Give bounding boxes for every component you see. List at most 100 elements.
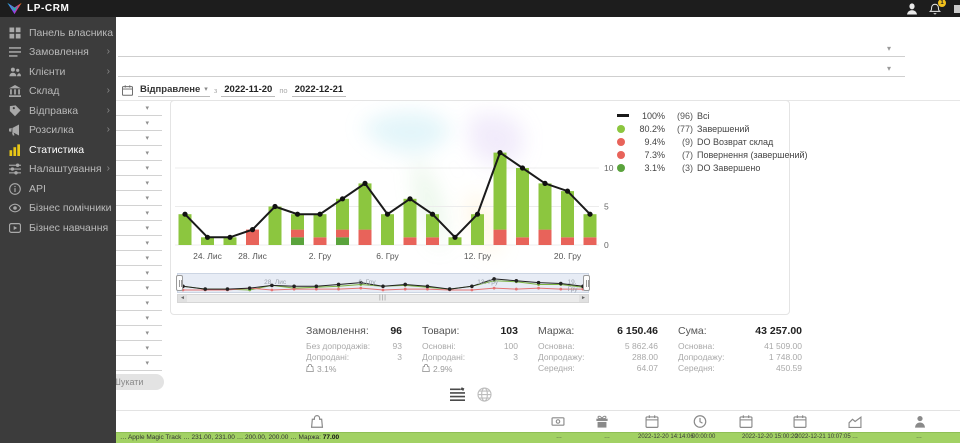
user-icon[interactable] [906, 2, 918, 15]
chevron-down-icon: ▾ [886, 64, 891, 73]
calendar-icon[interactable] [739, 415, 753, 428]
cropped-icon[interactable] [952, 3, 960, 15]
list-icon [9, 46, 21, 58]
date-to-input[interactable]: 2022-12-21 [291, 83, 347, 97]
legend-item[interactable]: 3.1% (3) DO Завершено [617, 161, 808, 174]
sidebar-item-label: Статистика [29, 143, 85, 156]
table-cell: … [916, 434, 922, 440]
sidebar-item-users[interactable]: Клієнти › [0, 62, 116, 82]
chevron-down-icon: ▾ [145, 135, 149, 142]
sidebar-item-label: Клієнти [29, 65, 66, 78]
stat-column-1: Замовлення: 96 Без допродажів: 93 Допродані:… [306, 325, 402, 374]
chevron-down-icon: ▾ [145, 165, 149, 172]
chart-legend: 100% (96) Всі 80.2% (77) Завершений 9.4% (9) DO … [617, 109, 808, 174]
chart-range-navigator[interactable]: 28. Лис 6. Гру 13. Гру 19. Гру [176, 273, 590, 293]
scroll-left-button[interactable]: ◄ [178, 295, 187, 302]
status-type-select[interactable]: Відправлене ▾ [138, 83, 210, 97]
tag-icon [9, 105, 21, 117]
stat-column-3: Маржа: 6 150.46 Основна: 5 862.46 Допродажу:… [538, 325, 658, 373]
legend-item[interactable]: 9.4% (9) DO Возврат склад [617, 135, 808, 148]
chevron-right-icon: › [106, 46, 110, 58]
chevron-down-icon: ▾ [145, 105, 149, 112]
chevron-down-icon: ▾ [145, 210, 149, 217]
stat-column-4: Сума: 43 257.00 Основна: 41 509.00 Допродажу… [678, 325, 802, 373]
table-row[interactable]: … Apple Magic Track … 231.00, 231.00 … 2… [0, 432, 960, 443]
top-select-1[interactable]: ▾ [118, 41, 905, 57]
chevron-down-icon: ▾ [145, 180, 149, 187]
scroll-right-button[interactable]: ► [579, 295, 588, 302]
stat-value: 96 [390, 325, 402, 337]
sidebar-item-eye[interactable]: Бізнес помічники [0, 199, 116, 219]
chart-icon [9, 144, 21, 156]
globe-view-icon[interactable] [477, 387, 492, 402]
table-header-row [0, 411, 960, 432]
top-select-2[interactable]: ▾ [118, 61, 905, 77]
stats-summary: Замовлення: 96 Без допродажів: 93 Допродані:… [306, 325, 802, 375]
chevron-down-icon: ▾ [145, 150, 149, 157]
chevron-down-icon: ▾ [145, 270, 149, 277]
statistics-chart-card: 0 5 10 24. Лис 28. Лис 2. Гру 6. Гру 12. Гру 20.… [170, 100, 808, 315]
list-view-icon[interactable] [450, 387, 465, 402]
bell-icon[interactable]: 1 [929, 0, 946, 15]
chevron-down-icon: ▾ [145, 255, 149, 262]
megaphone-icon [9, 124, 21, 136]
logo[interactable]: LP-CRM [0, 2, 69, 15]
svg-text:10: 10 [604, 163, 614, 173]
chevron-down-icon: ▾ [886, 44, 891, 53]
view-toggles [450, 387, 492, 402]
sidebar-item-label: Бізнес навчання [29, 221, 109, 234]
date-from-input[interactable]: 2022-11-20 [221, 83, 276, 97]
scrollbar-grip[interactable]: ||| [379, 295, 387, 301]
svg-text:0: 0 [604, 240, 609, 250]
legend-dot-marker [617, 124, 625, 133]
calendar-icon[interactable] [793, 415, 807, 428]
chevron-down-icon: ▾ [145, 300, 149, 307]
sidebar-item-grid[interactable]: Панель власника [0, 23, 116, 43]
svg-text:20. Гру: 20. Гру [554, 251, 582, 261]
chevron-down-icon: ▾ [145, 120, 149, 127]
sidebar-item-bank[interactable]: Склад › [0, 82, 116, 102]
chart-area-icon[interactable] [848, 415, 862, 428]
range-handle-left[interactable] [176, 275, 183, 291]
sidebar-item-chart[interactable]: Статистика [0, 140, 116, 160]
sidebar-item-info[interactable]: API [0, 179, 116, 199]
status-type-label: Відправлене [140, 83, 201, 95]
svg-text:28. Лис: 28. Лис [238, 251, 268, 261]
chevron-down-icon: ▾ [204, 86, 208, 93]
table-cell: 2022-12-20 14:14:06 [638, 434, 694, 440]
chevron-down-icon: ▾ [145, 360, 149, 367]
sidebar-item-label: Замовлення [29, 46, 89, 59]
sidebar-item-megaphone[interactable]: Розсилка › [0, 121, 116, 141]
topbar: LP-CRM 1 [0, 0, 960, 17]
stat-title: Замовлення: [306, 325, 369, 337]
users-icon [9, 66, 21, 78]
from-label: з [213, 85, 218, 95]
sidebar-item-label: Бізнес помічники [29, 202, 112, 215]
chevron-right-icon: › [106, 85, 110, 97]
sidebar-item-label: Панель власника [29, 26, 114, 39]
clock-icon[interactable] [693, 415, 707, 428]
stat-title: Маржа: [538, 325, 575, 337]
chevron-down-icon: ▾ [145, 330, 149, 337]
sidebar-item-video[interactable]: Бізнес навчання [0, 218, 116, 238]
person-icon[interactable] [914, 415, 927, 428]
legend-item[interactable]: 7.3% (7) Повернення (завершений) [617, 148, 808, 161]
legend-dot-marker [617, 150, 625, 159]
order-summary-text: … Apple Magic Track … 231.00, 231.00 … 2… [120, 434, 340, 441]
cash-icon[interactable] [551, 415, 565, 428]
sidebar-item-tag[interactable]: Відправка › [0, 101, 116, 121]
range-handle-right[interactable] [583, 275, 590, 291]
legend-item[interactable]: 80.2% (77) Завершений [617, 122, 808, 135]
table-cell: 00:00:00 [692, 434, 716, 440]
calendar-icon[interactable] [645, 415, 659, 428]
legend-item[interactable]: 100% (96) Всі [617, 109, 808, 122]
table-cell: … [604, 434, 610, 440]
gift-icon[interactable] [596, 415, 609, 428]
navigator-scrollbar[interactable]: ◄ ► ||| [177, 294, 589, 303]
table-cell: 2022-12-20 15:00:20 [742, 434, 798, 440]
bag-icon[interactable] [310, 415, 324, 428]
sidebar-item-list[interactable]: Замовлення › [0, 43, 116, 63]
brand-text: LP-CRM [27, 3, 70, 14]
sidebar-item-sliders[interactable]: Налаштування › [0, 160, 116, 180]
chevron-right-icon: › [106, 124, 110, 136]
